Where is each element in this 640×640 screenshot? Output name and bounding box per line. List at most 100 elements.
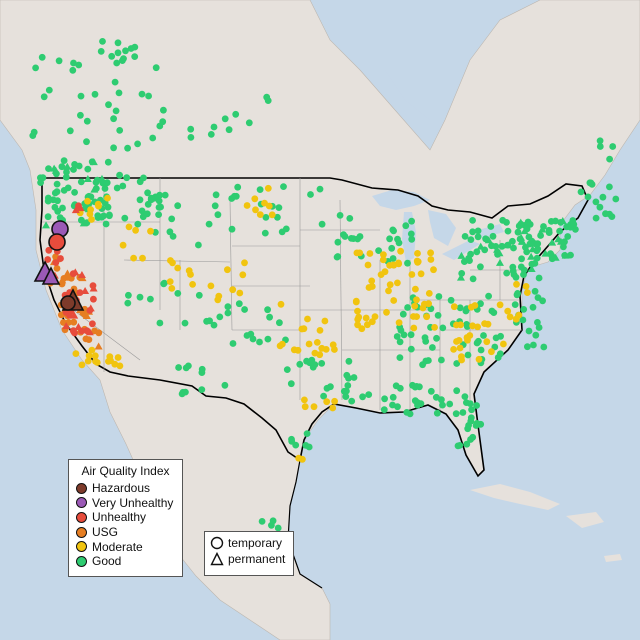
good-site-marker — [60, 157, 68, 165]
good-site-marker — [296, 360, 304, 368]
usg-site-marker — [58, 280, 66, 288]
usg-site-marker — [82, 311, 91, 319]
good-site-marker — [105, 101, 112, 109]
unhealthy-site-marker — [76, 289, 84, 296]
good-site-marker — [556, 237, 565, 245]
good-site-marker — [280, 183, 287, 191]
good-site-marker — [494, 354, 502, 361]
good-site-marker — [131, 43, 139, 51]
good-site-marker — [136, 196, 144, 204]
good-site-marker — [429, 344, 436, 351]
good-site-marker — [155, 211, 163, 219]
good-site-marker — [303, 430, 311, 437]
good-site-marker — [287, 380, 295, 388]
moderate-site-marker — [390, 297, 398, 304]
very-unhealthy-permanent-marker-2 — [41, 266, 61, 285]
moderate-site-marker — [256, 211, 264, 219]
good-site-marker — [606, 155, 613, 163]
good-site-marker — [211, 202, 219, 210]
good-site-marker — [152, 64, 160, 72]
good-site-marker — [229, 340, 237, 347]
moderate-site-marker — [431, 324, 438, 331]
good-site-marker — [540, 223, 547, 230]
good-site-marker — [392, 382, 400, 390]
good-site-marker — [345, 357, 353, 365]
good-site-marker — [488, 307, 496, 315]
good-site-marker — [108, 52, 116, 60]
moderate-site-marker — [301, 396, 308, 404]
good-site-marker — [160, 279, 168, 287]
good-site-marker — [66, 127, 74, 135]
good-site-marker — [131, 53, 139, 60]
good-site-marker — [386, 235, 393, 243]
good-site-marker — [210, 123, 218, 131]
good-site-marker — [110, 144, 117, 152]
good-site-marker — [266, 313, 273, 321]
good-site-marker — [567, 251, 574, 259]
good-site-marker — [115, 89, 123, 97]
good-site-marker — [206, 317, 214, 325]
moderate-site-marker — [84, 357, 92, 365]
moderate-site-marker — [355, 313, 363, 321]
good-site-marker — [596, 203, 604, 211]
good-site-marker — [32, 64, 39, 72]
good-site-marker — [116, 126, 124, 134]
good-site-marker — [390, 227, 397, 235]
good-site-marker — [608, 213, 616, 221]
good-site-marker — [447, 296, 455, 304]
moderate-site-marker — [239, 271, 247, 279]
good-site-marker — [396, 338, 404, 346]
moderate-site-marker — [364, 321, 371, 329]
good-site-marker — [168, 215, 176, 223]
good-site-marker — [380, 406, 388, 414]
good-site-marker — [214, 211, 222, 219]
moderate-site-marker — [251, 195, 259, 203]
good-site-marker — [439, 324, 447, 332]
moderate-site-marker — [130, 254, 138, 262]
legend-item-usg: USG — [69, 525, 182, 540]
good-site-marker — [29, 132, 37, 140]
usg-site-marker — [94, 342, 103, 350]
good-site-marker — [44, 197, 52, 205]
legend-label: Moderate — [92, 539, 143, 554]
good-site-marker — [482, 235, 489, 243]
good-site-marker — [528, 245, 537, 253]
good-site-marker — [409, 381, 416, 389]
unhealthy-site-marker — [75, 202, 82, 210]
good-site-marker — [44, 213, 52, 221]
legend-label: Good — [92, 554, 122, 569]
moderate-site-marker — [483, 338, 491, 346]
good-site-marker — [83, 175, 92, 183]
good-site-marker — [175, 364, 183, 371]
good-site-marker — [434, 312, 442, 319]
good-site-marker — [134, 140, 142, 148]
moderate-site-marker — [427, 256, 435, 263]
good-site-marker — [524, 218, 532, 226]
moderate-site-marker — [119, 241, 127, 249]
good-site-marker — [138, 90, 146, 98]
good-site-marker — [488, 242, 495, 250]
moderate-site-marker — [463, 334, 471, 341]
good-site-marker — [45, 86, 53, 94]
good-site-marker — [503, 269, 511, 277]
good-site-marker — [263, 93, 271, 101]
good-site-marker — [560, 243, 567, 251]
hudson-bay — [360, 0, 470, 120]
good-site-marker — [64, 184, 72, 192]
moderate-site-marker — [368, 277, 376, 285]
legend-item-good: Good — [69, 554, 182, 569]
good-site-marker — [62, 173, 70, 181]
good-site-marker — [540, 343, 548, 351]
good-site-marker — [77, 178, 85, 186]
moderate-site-marker — [423, 313, 431, 321]
good-site-marker — [393, 333, 401, 340]
good-site-marker — [155, 197, 163, 205]
good-site-marker — [70, 59, 77, 67]
good-site-marker — [104, 158, 112, 166]
good-site-marker — [481, 246, 489, 254]
good-site-marker — [110, 115, 117, 123]
good-site-marker — [228, 225, 236, 233]
good-site-marker — [224, 309, 232, 317]
moderate-site-marker — [408, 271, 416, 278]
moderate-site-marker — [91, 352, 99, 360]
